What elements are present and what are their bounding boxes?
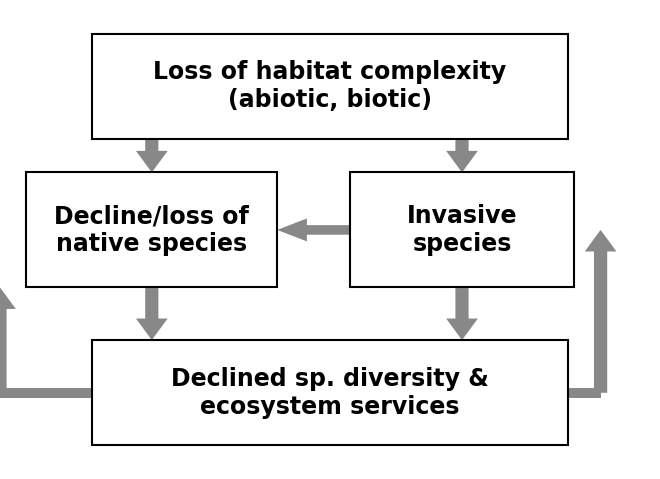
Polygon shape [446, 139, 478, 172]
Polygon shape [0, 388, 92, 398]
Polygon shape [277, 218, 350, 241]
FancyBboxPatch shape [92, 340, 568, 445]
Polygon shape [136, 287, 168, 340]
FancyBboxPatch shape [26, 172, 277, 287]
FancyBboxPatch shape [350, 172, 574, 287]
Polygon shape [568, 388, 601, 398]
Text: Declined sp. diversity &
ecosystem services: Declined sp. diversity & ecosystem servi… [171, 367, 489, 419]
Polygon shape [136, 139, 168, 172]
FancyBboxPatch shape [92, 34, 568, 139]
Polygon shape [446, 287, 478, 340]
Text: Decline/loss of
native species: Decline/loss of native species [54, 204, 249, 256]
Text: Invasive
species: Invasive species [407, 204, 517, 256]
Text: Loss of habitat complexity
(abiotic, biotic): Loss of habitat complexity (abiotic, bio… [153, 60, 507, 112]
Polygon shape [585, 230, 616, 393]
Polygon shape [0, 287, 16, 393]
